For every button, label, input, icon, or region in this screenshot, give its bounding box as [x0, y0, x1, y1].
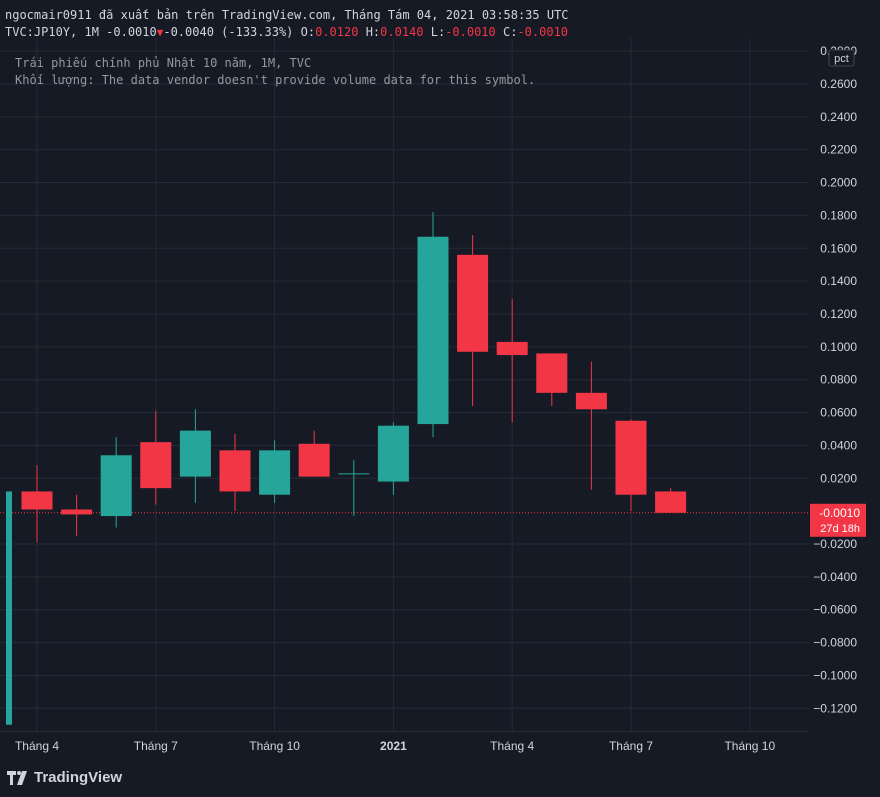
y-tick-label: 0.2600 — [820, 77, 857, 91]
open-label: O: — [300, 25, 316, 39]
y-tick-label: 0.1800 — [820, 208, 857, 222]
y-tick-label: −0.0600 — [813, 603, 857, 617]
candle-down — [219, 433, 251, 512]
x-tick-label: 2021 — [380, 739, 407, 753]
down-arrow-icon: ▼ — [156, 26, 164, 39]
candle-up — [179, 409, 211, 503]
candle-up — [259, 440, 291, 503]
unit-label: pct — [834, 53, 849, 65]
price-axis[interactable]: 0.28000.26000.24000.22000.20000.18000.16… — [809, 0, 880, 797]
y-tick-label: 0.1400 — [820, 274, 857, 288]
high-label: H: — [365, 25, 381, 39]
brand-name: TradingView — [34, 769, 123, 786]
candle-down — [298, 430, 330, 477]
candle-body — [179, 430, 211, 477]
candle-down — [575, 361, 607, 490]
x-tick-label: Tháng 7 — [134, 739, 178, 753]
candle-up — [338, 460, 370, 517]
y-tick-label: −0.0400 — [813, 570, 857, 584]
y-tick-label: 0.2400 — [820, 110, 857, 124]
candle-down — [615, 419, 647, 512]
y-tick-label: 0.1600 — [820, 241, 857, 255]
candle-body — [496, 341, 528, 356]
last-price-badge — [810, 503, 866, 537]
candles-layer — [6, 212, 687, 725]
y-tick-label: 0.1000 — [820, 340, 857, 354]
candle-down — [140, 410, 172, 505]
y-tick-label: 0.2000 — [820, 176, 857, 190]
candle-body — [298, 443, 330, 477]
x-tick-label: Tháng 10 — [724, 739, 775, 753]
candle-body — [457, 254, 489, 352]
x-tick-label: Tháng 4 — [15, 739, 59, 753]
countdown-label: 27d 18h — [820, 523, 860, 535]
price-axis-background — [809, 0, 880, 797]
candle-down — [496, 299, 528, 423]
candle-up — [100, 437, 132, 528]
tradingview-logo-icon — [7, 770, 27, 785]
y-tick-label: 0.2200 — [820, 143, 857, 157]
ohlc-row: TVC:JP10Y, 1M -0.0010▼-0.0040 (-133.33%)… — [5, 24, 569, 41]
published-line: ngocmair0911 đã xuất bản trên TradingVie… — [5, 8, 569, 22]
candle-up — [6, 491, 12, 725]
grid-lines — [0, 38, 880, 732]
change-value: -0.0040 (-133.33%) — [163, 25, 294, 39]
candle-up — [417, 212, 449, 438]
chart-header: ngocmair0911 đã xuất bản trên TradingVie… — [5, 7, 569, 41]
candle-body — [100, 455, 132, 517]
candle-body — [61, 509, 93, 515]
candle-body — [21, 491, 53, 510]
tradingview-logo[interactable]: TradingView — [7, 769, 122, 786]
candle-body — [575, 392, 607, 410]
y-tick-label: 0.0400 — [820, 438, 857, 452]
y-tick-label: 0.0600 — [820, 406, 857, 420]
candle-down — [21, 465, 53, 543]
unit-badge — [828, 49, 855, 67]
low-label: L: — [430, 25, 446, 39]
candle-body — [615, 420, 647, 495]
candle-body — [6, 491, 12, 725]
candle-down — [61, 494, 93, 536]
y-tick-label: −0.0800 — [813, 636, 857, 650]
high-value: 0.0140 — [380, 25, 424, 39]
y-tick-label: 0.0800 — [820, 373, 857, 387]
price-badges: -0.0010 27d 18h — [810, 503, 866, 537]
close-label: C: — [503, 25, 518, 39]
last-price-value: -0.0010 — [819, 506, 860, 520]
candle-body — [140, 442, 172, 489]
candle-up — [377, 422, 409, 495]
candle-body — [536, 353, 568, 393]
series-title: Trái phiếu chính phủ Nhật 10 năm, 1M, TV… — [15, 56, 312, 70]
series-legend: Trái phiếu chính phủ Nhật 10 năm, 1M, TV… — [15, 55, 535, 89]
y-tick-label: −0.0200 — [813, 537, 857, 551]
candle-body — [655, 491, 687, 513]
candle-body — [417, 236, 449, 425]
y-tick-label: −0.1200 — [813, 701, 857, 715]
y-tick-label: −0.1000 — [813, 668, 857, 682]
x-tick-label: Tháng 7 — [609, 739, 653, 753]
candle-body — [259, 450, 291, 495]
volume-note: Khối lượng: The data vendor doesn't prov… — [15, 73, 536, 87]
symbol-label: TVC:JP10Y, 1M — [5, 25, 99, 39]
candle-down — [536, 353, 568, 406]
candle-body — [338, 473, 370, 475]
candle-down — [655, 488, 687, 513]
close-value: -0.0010 — [517, 25, 569, 39]
y-tick-label: 0.0200 — [820, 471, 857, 485]
time-axis[interactable]: Tháng 4 Tháng 7 Tháng 10 2021 Tháng 4 Tháng 7… — [15, 739, 775, 753]
y-tick-label: 0.1200 — [820, 307, 857, 321]
x-tick-label: Tháng 4 — [490, 739, 534, 753]
open-value: 0.0120 — [315, 25, 359, 39]
candle-body — [377, 425, 409, 482]
low-value: -0.0010 — [445, 25, 496, 39]
last-value: -0.0010 — [106, 25, 157, 39]
x-tick-label: Tháng 10 — [249, 739, 300, 753]
candle-body — [219, 450, 251, 492]
candle-down — [457, 235, 489, 406]
